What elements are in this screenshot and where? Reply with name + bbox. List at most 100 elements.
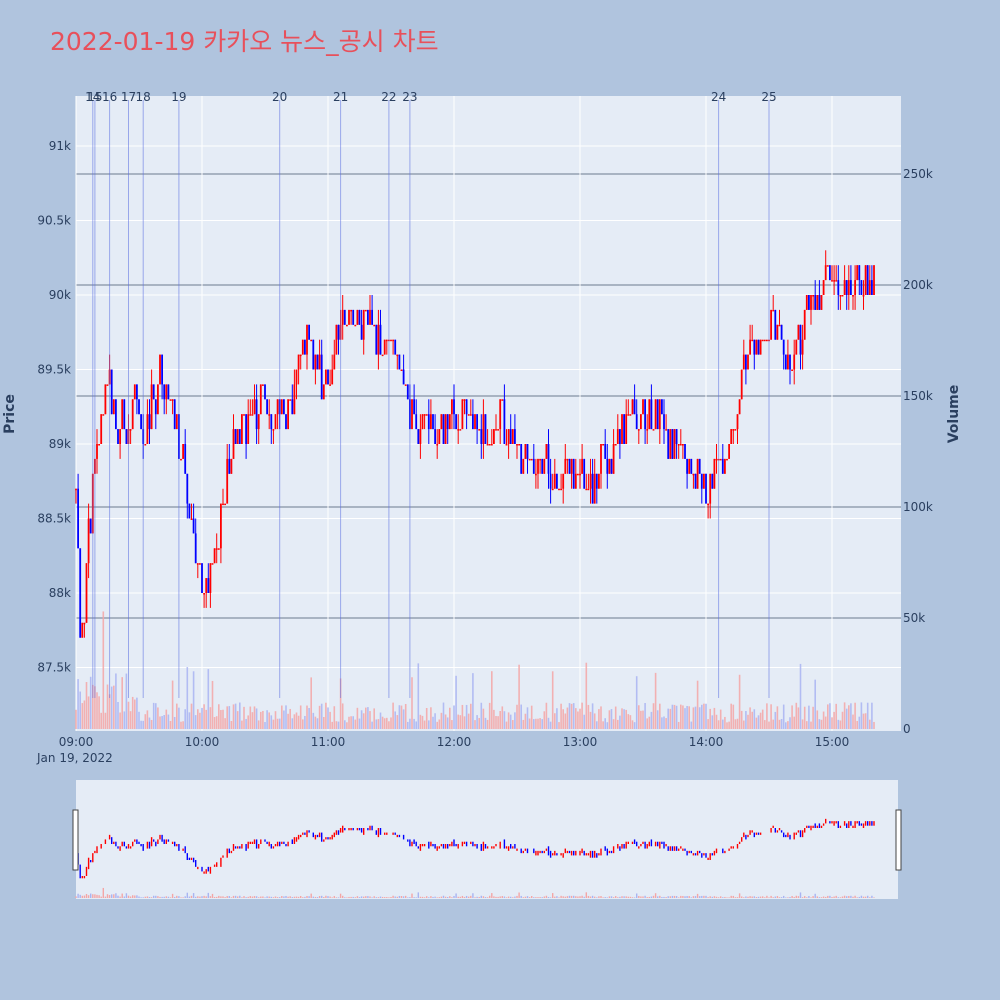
- candle-body: [371, 309, 373, 325]
- range-volume-bar: [604, 897, 606, 898]
- candle-body: [406, 384, 409, 400]
- range-volume-bar: [678, 897, 680, 898]
- candle-body: [749, 339, 751, 355]
- candle-body: [766, 339, 768, 342]
- candle-body: [530, 458, 533, 461]
- volume-bar: [375, 719, 378, 729]
- candle-body: [780, 324, 783, 340]
- range-volume-bar: [711, 896, 713, 898]
- candle-body: [602, 444, 604, 446]
- candle-body: [362, 309, 365, 340]
- range-volume-bar: [249, 896, 251, 898]
- range-volume-bar: [669, 896, 671, 898]
- volume-bar: [740, 710, 743, 729]
- volume-bar: [488, 702, 491, 729]
- range-volume-bar: [753, 896, 755, 898]
- volume-bar: [131, 696, 134, 729]
- date-label: Jan 19, 2022: [36, 751, 113, 765]
- range-volume-bar: [104, 896, 107, 898]
- volume-bar: [579, 708, 581, 729]
- volume-bar: [818, 719, 821, 729]
- range-volume-bar: [356, 896, 359, 898]
- range-volume-bar: [562, 896, 564, 898]
- volume-bar: [583, 714, 585, 729]
- range-volume-bar: [751, 896, 753, 898]
- candle-body: [264, 384, 266, 400]
- volume-bar: [251, 712, 254, 729]
- volume-bar: [404, 703, 407, 729]
- volume-bar: [707, 719, 709, 729]
- range-volume-bar: [730, 895, 732, 898]
- candle-body: [184, 444, 187, 474]
- volume-bar: [444, 714, 447, 729]
- volume-bar: [629, 715, 632, 729]
- range-volume-bar: [533, 897, 535, 898]
- volume-bar: [829, 703, 831, 729]
- price-tick-label: 91k: [49, 139, 71, 153]
- range-volume-bar: [583, 896, 585, 898]
- volume-bar: [682, 705, 684, 729]
- candle-body: [186, 473, 189, 504]
- candle-body: [341, 309, 344, 325]
- range-volume-bar: [873, 897, 875, 898]
- range-volume-bar: [843, 895, 846, 898]
- price-tick-label: 88k: [49, 586, 71, 600]
- volume-bar: [554, 713, 556, 729]
- range-volume-bar: [300, 895, 302, 898]
- candle-body: [136, 384, 138, 400]
- volume-bar: [560, 703, 562, 729]
- volume-bar: [753, 709, 756, 729]
- range-volume-bar: [426, 896, 428, 898]
- volume-bar: [163, 715, 165, 729]
- volume-bar: [144, 714, 147, 729]
- range-volume-bar: [510, 896, 512, 898]
- volume-bar: [142, 720, 144, 729]
- volume-bar: [390, 717, 392, 729]
- volume-bar: [430, 707, 432, 729]
- volume-bar: [434, 713, 436, 729]
- candle-body: [451, 399, 453, 415]
- range-volume-bar: [491, 893, 493, 898]
- candle-body: [772, 309, 775, 312]
- range-volume-bar: [115, 893, 117, 898]
- volume-bar: [453, 705, 455, 729]
- candle-body: [314, 354, 317, 370]
- volume-bar: [413, 718, 415, 729]
- candle-body: [711, 473, 714, 489]
- range-volume-bar: [373, 896, 375, 898]
- volume-bar: [757, 715, 760, 729]
- range-volume-bar: [230, 897, 233, 898]
- candle-body: [721, 458, 724, 474]
- candle-body: [144, 444, 147, 446]
- volume-bar: [182, 721, 184, 729]
- range-volume-bar: [745, 896, 747, 898]
- candle-body: [679, 444, 682, 446]
- volume-bar: [320, 703, 323, 729]
- volume-bar: [209, 707, 212, 729]
- range-volume-bar: [667, 896, 669, 898]
- candle-body: [818, 295, 821, 310]
- candle-body: [568, 458, 571, 474]
- range-volume-bar: [438, 897, 440, 898]
- range-volume-bar: [142, 897, 144, 898]
- candle-body: [478, 429, 481, 431]
- candle-body: [570, 458, 573, 474]
- range-volume-bar: [482, 896, 485, 898]
- volume-bar: [820, 719, 823, 729]
- candle-body: [453, 399, 455, 415]
- volume-bar: [230, 721, 233, 729]
- candle-body: [761, 339, 764, 342]
- volume-bar: [465, 704, 468, 729]
- volume-bar: [274, 711, 277, 729]
- range-volume-bar: [871, 895, 873, 898]
- range-volume-bar: [468, 896, 470, 898]
- volume-bar: [677, 721, 680, 729]
- volume-bar: [470, 703, 472, 729]
- news-marker-label: 18: [136, 90, 151, 104]
- range-volume-bar: [262, 896, 264, 898]
- range-volume-bar: [188, 896, 191, 898]
- range-volume-bar: [83, 895, 86, 898]
- volume-bar: [564, 713, 567, 729]
- volume-bar: [556, 708, 558, 729]
- range-volume-bar: [216, 896, 218, 898]
